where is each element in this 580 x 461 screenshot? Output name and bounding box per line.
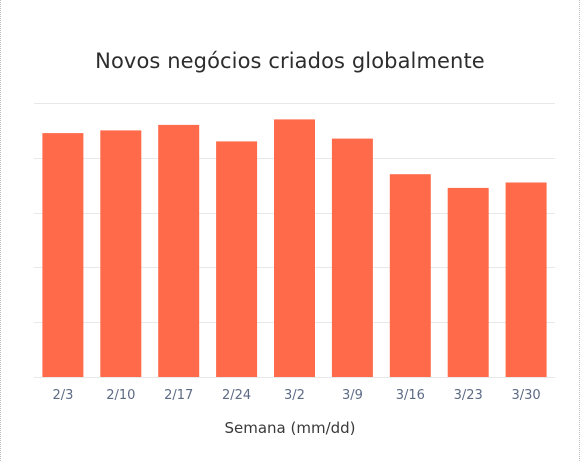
- x-tick-labels: 2/3 2/10 2/17 2/24 3/2 3/9 3/16 3/23 3/30: [52, 388, 540, 403]
- chart-title: Novos negócios criados globalmente: [95, 49, 485, 73]
- bar-3-16[interactable]: [389, 174, 431, 377]
- x-tick-label: 3/9: [342, 388, 363, 403]
- x-tick-label: 3/23: [454, 388, 483, 403]
- x-axis-label: Semana (mm/dd): [224, 419, 356, 437]
- bar-3-2[interactable]: [274, 119, 315, 378]
- bars: [42, 119, 547, 378]
- bar-3-9[interactable]: [331, 138, 373, 377]
- bar-2-24[interactable]: [216, 141, 258, 377]
- bar-2-17[interactable]: [158, 124, 200, 378]
- x-tick-label: 3/30: [511, 388, 540, 403]
- x-tick-label: 2/10: [106, 388, 135, 403]
- x-tick-label: 3/16: [396, 388, 425, 403]
- bar-3-23[interactable]: [447, 187, 489, 377]
- bar-2-10[interactable]: [100, 130, 142, 377]
- x-tick-label: 3/2: [284, 388, 305, 403]
- x-tick-label: 2/3: [52, 388, 73, 403]
- bar-3-30[interactable]: [505, 182, 547, 378]
- bar-2-3[interactable]: [42, 133, 84, 377]
- x-tick-label: 2/17: [164, 388, 193, 403]
- x-tick-label: 2/24: [222, 388, 251, 403]
